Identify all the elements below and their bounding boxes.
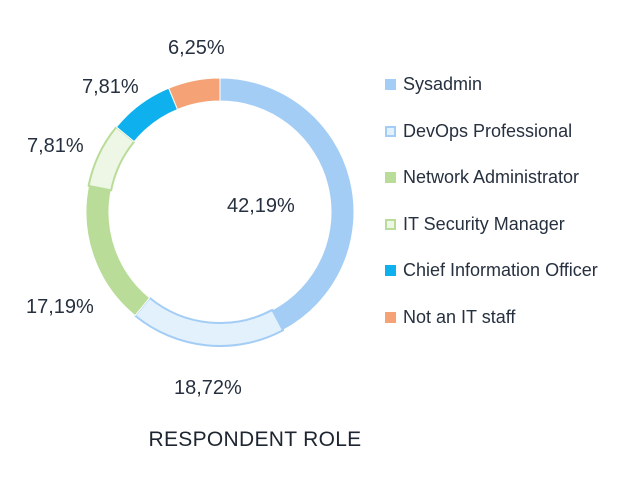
legend-label: Network Administrator [403,167,580,187]
legend-swatch [385,172,396,183]
data-label-chief-information-officer: 7,81% [82,76,139,98]
legend-swatch [385,218,396,230]
legend-swatch [385,265,396,276]
slice-not-an-it-staff[interactable] [168,77,221,110]
slice-network-administrator[interactable] [85,185,151,317]
data-label-not-an-it-staff: 6,25% [168,37,225,59]
legend-label: IT Security Manager [403,213,565,234]
legend-item-not-an-it-staff[interactable]: Not an IT staff [385,306,598,329]
legend-label: Chief Information Officer [403,260,598,280]
legend-item-it-security-manager[interactable]: IT Security Manager [385,213,598,236]
data-label-sysadmin: 42,19% [227,195,295,217]
legend-swatch [385,311,396,323]
legend-swatch [385,79,396,90]
legend-item-chief-information-officer[interactable]: Chief Information Officer [385,259,598,282]
data-label-devops-professional: 18,72% [174,377,242,399]
legend-swatch [385,125,396,137]
chart-legend: Sysadmin DevOps Professional Network Adm… [385,73,598,352]
legend-label: DevOps Professional [403,120,573,141]
chart-title: RESPONDENT ROLE [148,428,362,451]
slice-devops-professional[interactable] [134,296,285,347]
legend-label: Sysadmin [403,74,483,94]
legend-label: Not an IT staff [403,306,516,327]
legend-item-devops-professional[interactable]: DevOps Professional [385,120,598,143]
data-label-network-administrator: 17,19% [26,296,94,318]
data-label-it-security-manager: 7,81% [27,135,84,157]
legend-item-sysadmin[interactable]: Sysadmin [385,73,598,96]
legend-item-network-administrator[interactable]: Network Administrator [385,166,598,189]
